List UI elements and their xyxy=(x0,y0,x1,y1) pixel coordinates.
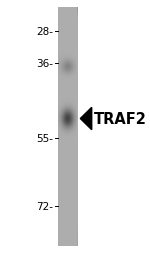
Text: 36-: 36- xyxy=(36,58,53,68)
Text: 72-: 72- xyxy=(36,202,53,212)
Text: 28-: 28- xyxy=(36,26,53,37)
Polygon shape xyxy=(80,108,92,130)
Text: TRAF2: TRAF2 xyxy=(94,112,147,126)
Text: 55-: 55- xyxy=(36,134,53,144)
